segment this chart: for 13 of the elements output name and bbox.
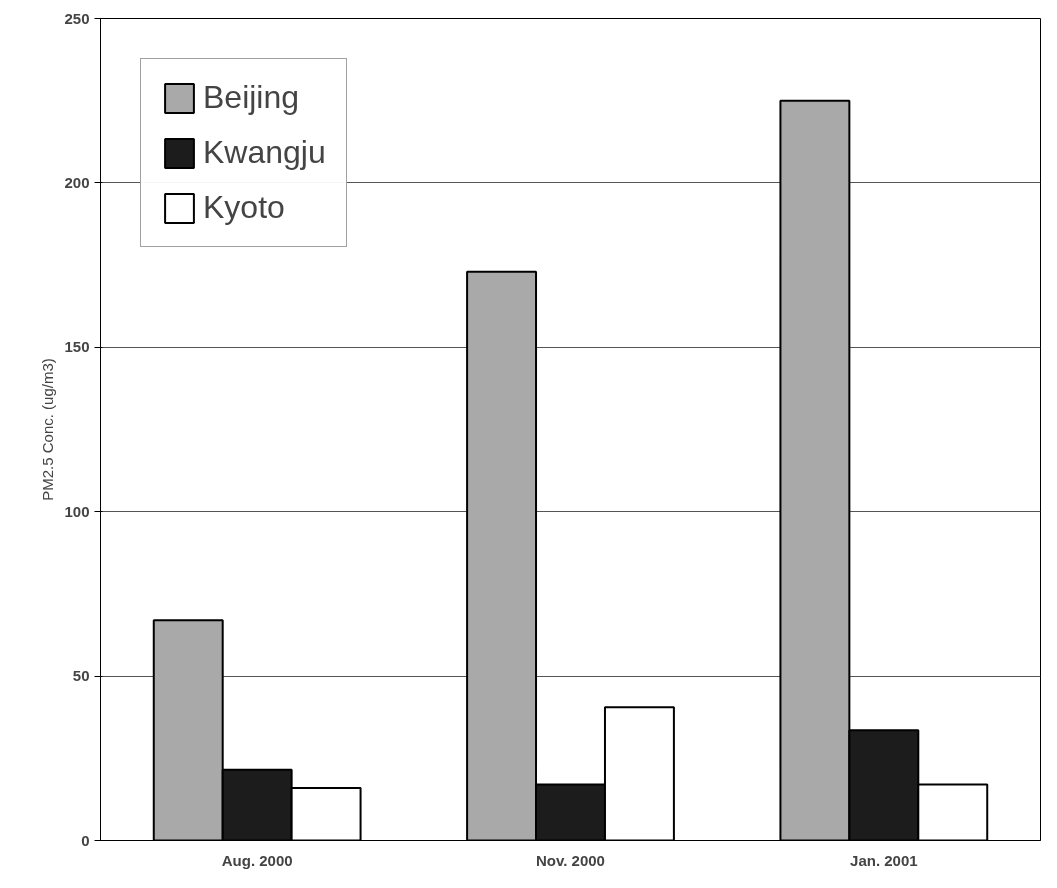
y-tick-label: 50 <box>72 667 90 685</box>
y-tick-label: 250 <box>64 9 90 27</box>
y-tick-label: 200 <box>64 173 90 191</box>
legend-label: Beijing <box>203 79 300 116</box>
y-tick-label: 100 <box>64 502 90 520</box>
y-tick-label: 0 <box>81 831 90 849</box>
x-tick-label: Aug. 2000 <box>221 851 293 869</box>
y-axis-title: PM2.5 Conc. (ug/m3) <box>39 358 57 501</box>
legend-label: Kyoto <box>203 189 285 226</box>
x-tick-label: Jan. 2001 <box>850 851 918 869</box>
y-tick-label: 150 <box>64 338 90 356</box>
legend-label: Kwangju <box>203 134 326 171</box>
x-tick-label: Nov. 2000 <box>536 851 605 869</box>
